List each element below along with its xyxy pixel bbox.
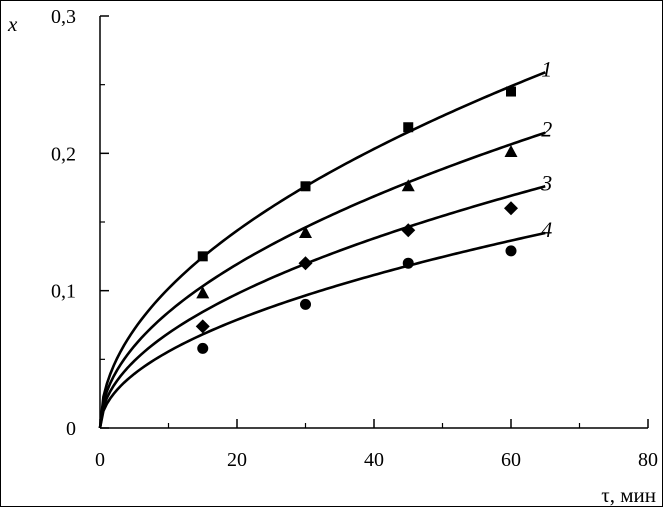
x-axis-label: τ, мин — [601, 483, 656, 507]
data-point-3 — [504, 201, 518, 216]
data-point-3 — [298, 256, 313, 271]
y-tick-label: 0,2 — [51, 143, 76, 165]
curve-label-3: 3 — [540, 170, 552, 195]
data-point-4 — [505, 245, 517, 257]
x-tick-label: 0 — [95, 449, 105, 471]
data-point-4 — [197, 342, 209, 354]
data-point-1 — [197, 251, 208, 262]
fit-curve-4 — [98, 231, 546, 429]
data-point-2 — [299, 225, 312, 238]
labels: 0 20 40 60 80 0 0,1 0,2 0,3 x τ, мин 1 2 3 4 — [7, 6, 658, 507]
data-point-2 — [401, 179, 415, 192]
curve-label-4: 4 — [541, 217, 552, 242]
y-axis-label: x — [7, 12, 18, 36]
data-points — [195, 86, 518, 354]
axes — [99, 15, 649, 429]
x-tick-label: 80 — [638, 449, 658, 471]
fit-curves — [98, 71, 546, 429]
data-point-1 — [403, 122, 414, 133]
curve-label-1: 1 — [541, 56, 552, 81]
y-tick-label: 0,3 — [51, 6, 76, 28]
fit-curve-3 — [98, 185, 546, 429]
x-tick-label: 40 — [364, 449, 384, 471]
data-point-4 — [402, 257, 414, 269]
data-point-3 — [195, 319, 210, 334]
fit-curve-1 — [98, 71, 546, 429]
y-tick-label: 0 — [66, 418, 76, 440]
x-tick-label: 60 — [501, 449, 521, 471]
y-tick-label: 0,1 — [51, 281, 76, 303]
curve-label-2: 2 — [541, 117, 552, 142]
data-point-3 — [401, 223, 416, 238]
x-tick-label: 20 — [227, 449, 247, 471]
data-point-1 — [506, 86, 516, 97]
data-point-2 — [504, 144, 518, 157]
data-point-1 — [300, 181, 311, 192]
fit-curve-2 — [98, 131, 546, 429]
data-point-4 — [300, 298, 311, 310]
data-point-2 — [196, 286, 210, 299]
